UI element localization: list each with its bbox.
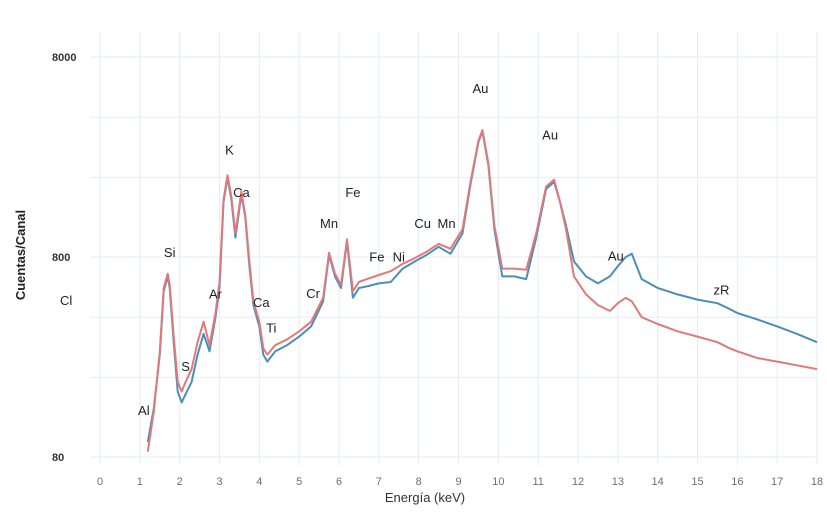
x-axis-label: Energía (keV)	[385, 490, 465, 505]
y-tick-label: 800	[52, 252, 70, 264]
y-tick-label: 80	[52, 452, 64, 464]
peak-label: Ar	[209, 287, 223, 302]
peak-label: Cl	[60, 293, 72, 308]
peak-label: Ca	[253, 295, 270, 310]
x-tick-label: 13	[612, 476, 624, 488]
x-tick-label: 15	[691, 476, 703, 488]
x-tick-label: 5	[296, 476, 302, 488]
x-tick-label: 11	[532, 476, 543, 488]
peak-label: Si	[164, 245, 176, 260]
x-tick-label: 17	[771, 476, 783, 488]
peak-label: Mn	[438, 216, 456, 231]
y-tick-label: 8000	[52, 52, 76, 64]
peak-label: Ni	[393, 249, 405, 264]
y-tick-labels: 8000 800 80	[52, 52, 76, 464]
peak-label: Ca	[233, 185, 250, 200]
peak-label: Al	[138, 403, 150, 418]
peak-label: K	[225, 143, 234, 158]
peak-label: Au	[608, 248, 624, 263]
x-tick-label: 7	[376, 476, 382, 488]
x-tick-label: 6	[336, 476, 342, 488]
peak-label: zR	[713, 282, 729, 297]
peak-label: Au	[472, 81, 488, 96]
peak-label: Cu	[414, 216, 431, 231]
x-tick-label: 2	[177, 476, 183, 488]
series-line-1	[146, 130, 818, 443]
peak-label: S	[181, 359, 190, 374]
x-tick-label: 0	[97, 476, 103, 488]
x-tick-label: 10	[492, 476, 504, 488]
peak-label: Au	[542, 127, 558, 142]
y-axis-label: Cuentas/Canal	[13, 210, 28, 300]
peak-label: Ti	[266, 321, 276, 336]
peak-label: Mn	[320, 216, 338, 231]
x-tick-labels: 0 1 2 3 4 5 6 7 8 9 10 11 12 13 14 15 16 17 18	[97, 476, 823, 488]
peak-label: Cr	[306, 286, 320, 301]
x-tick-label: 1	[137, 476, 143, 488]
x-tick-label: 8	[416, 476, 422, 488]
peak-labels: Al Si S Ar Cl K Ca Ca Ti Cr Mn Fe Fe Ni Cu Mn Au Au Au zR	[60, 81, 729, 418]
series-layer	[146, 129, 818, 452]
peak-label: Fe	[345, 185, 360, 200]
x-tick-label: 14	[652, 476, 664, 488]
x-tick-label: 3	[216, 476, 222, 488]
series-line-2	[146, 129, 818, 452]
x-tick-label: 18	[811, 476, 823, 488]
x-tick-label: 4	[256, 476, 262, 488]
x-tick-label: 12	[572, 476, 584, 488]
peak-label: Fe	[369, 249, 384, 264]
x-tick-label: 16	[731, 476, 743, 488]
x-tick-label: 9	[455, 476, 461, 488]
